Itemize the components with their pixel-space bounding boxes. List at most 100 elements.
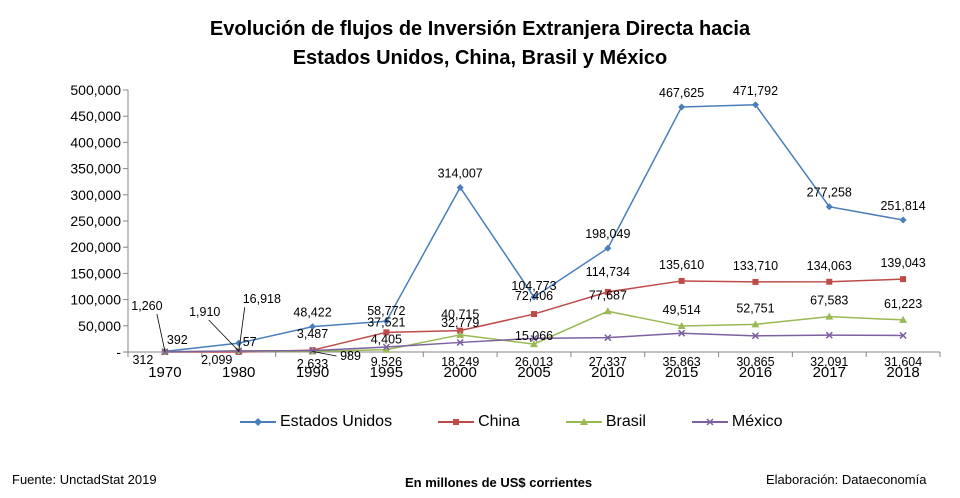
data-point — [826, 278, 833, 285]
x-tick-label: 2016 — [739, 364, 772, 381]
y-tick-label: 150,000 — [70, 265, 121, 281]
data-point — [531, 311, 537, 318]
data-point — [677, 322, 686, 330]
data-label: 135,610 — [659, 258, 704, 272]
data-label: 2,633 — [297, 357, 328, 371]
data-label: 61,223 — [884, 297, 922, 311]
data-point — [825, 331, 833, 339]
leader-line — [156, 313, 166, 352]
data-point — [530, 340, 538, 348]
data-label: 32,091 — [810, 355, 848, 369]
data-label: 251,814 — [880, 199, 925, 213]
data-point — [604, 244, 612, 252]
legend-swatch-brasil — [565, 418, 602, 425]
legend-swatch-china — [438, 419, 475, 425]
x-tick-label: 2017 — [813, 364, 846, 381]
legend-item-china: China — [438, 413, 520, 431]
data-point — [456, 330, 465, 338]
data-point — [604, 288, 611, 295]
data-point — [751, 101, 759, 109]
x-tick-label: 1990 — [296, 364, 329, 381]
data-label: 27,337 — [589, 355, 627, 369]
y-tick-label: 450,000 — [70, 108, 121, 124]
data-point — [899, 216, 907, 224]
legend-item-mexico: México — [691, 413, 783, 431]
x-tick-label: 1980 — [222, 364, 255, 381]
legend-swatch-mexico — [691, 418, 728, 426]
x-tick-label: 2018 — [886, 364, 919, 381]
chart-subtitle: Estados Unidos, China, Brasil y México — [292, 47, 668, 69]
data-point — [825, 203, 833, 211]
data-label: 467,625 — [659, 86, 704, 100]
x-tick-label: 2015 — [665, 364, 698, 381]
y-tick-label: 250,000 — [70, 213, 121, 229]
data-label: 77,687 — [589, 288, 627, 302]
data-point — [235, 339, 243, 347]
data-label: 18,249 — [441, 355, 479, 369]
data-point — [603, 307, 612, 315]
data-label: 4,405 — [371, 333, 402, 347]
legend-label: Brasil — [605, 413, 646, 430]
x-tick-label: 1995 — [370, 364, 403, 381]
data-point — [899, 315, 908, 323]
data-label: 392 — [167, 333, 188, 347]
data-label: 1,910 — [189, 305, 220, 319]
data-label: 134,063 — [807, 259, 852, 273]
data-point — [751, 332, 759, 340]
data-point — [751, 320, 760, 328]
data-label: 31,604 — [884, 355, 922, 369]
x-tick-label: 2010 — [591, 364, 624, 381]
data-label: 114,734 — [586, 265, 630, 279]
chart-title: Evolución de flujos de Inversión Extranj… — [209, 18, 751, 40]
data-label: 314,007 — [438, 166, 483, 180]
data-label: 104,773 — [511, 279, 556, 293]
data-label: 139,043 — [880, 256, 925, 270]
legend-item-brasil: Brasil — [565, 413, 646, 431]
data-point — [309, 347, 317, 355]
data-point — [457, 327, 464, 334]
data-label: 1,260 — [131, 299, 162, 313]
legend-label: México — [731, 413, 783, 430]
data-point — [678, 103, 686, 111]
data-point — [678, 329, 686, 337]
y-tick-label: 200,000 — [70, 239, 121, 255]
data-label: 277,258 — [807, 186, 852, 200]
y-tick-label: - — [116, 344, 121, 360]
data-label: 9,526 — [371, 355, 402, 369]
legend-item-estados-unidos: Estados Unidos — [240, 413, 392, 431]
data-point — [456, 338, 464, 346]
data-label: 312 — [132, 353, 153, 367]
data-point — [530, 293, 538, 301]
data-label: 2,099 — [201, 353, 232, 367]
data-point — [530, 334, 538, 342]
leader-line — [312, 351, 337, 357]
data-point — [825, 312, 834, 320]
legend-label: Estados Unidos — [280, 413, 393, 430]
data-point — [161, 348, 169, 356]
data-label: 471,792 — [733, 84, 778, 98]
data-label: 16,918 — [243, 292, 281, 306]
data-label: 26,013 — [515, 355, 553, 369]
data-point — [382, 345, 391, 353]
y-tick-label: 300,000 — [70, 187, 121, 203]
data-label: 32,779 — [441, 316, 479, 330]
data-label: 40,715 — [441, 308, 479, 322]
data-point — [382, 317, 390, 325]
data-label: 52,751 — [736, 301, 774, 315]
data-label: 57 — [243, 335, 257, 349]
data-label: 72,406 — [515, 289, 553, 303]
y-tick-label: 100,000 — [70, 292, 121, 308]
data-point — [383, 329, 390, 336]
credit-note: Elaboración: Dataeconomía — [766, 472, 927, 487]
source-note: Fuente: UnctadStat 2019 — [12, 472, 157, 487]
data-point — [456, 183, 464, 191]
y-tick-label: 500,000 — [70, 82, 121, 98]
data-label: 37,521 — [367, 315, 405, 329]
legend-label: China — [478, 413, 520, 430]
data-label: 30,865 — [736, 355, 774, 369]
data-label: 48,422 — [293, 306, 331, 320]
data-label: 989 — [340, 349, 361, 363]
y-tick-label: 50,000 — [78, 318, 121, 334]
data-label: 35,863 — [663, 355, 701, 369]
